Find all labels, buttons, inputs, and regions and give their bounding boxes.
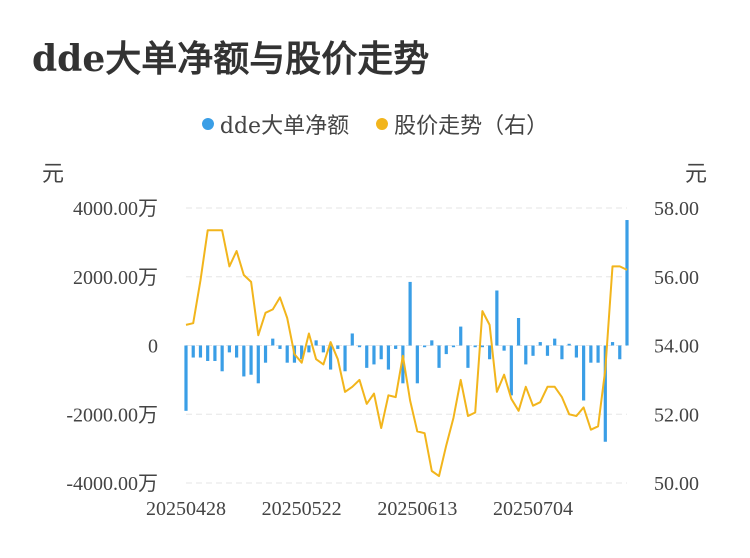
dde-bar xyxy=(321,345,325,353)
y-right-tick-label: 56.00 xyxy=(654,267,699,289)
legend-item-dde[interactable]: dde大单净额 xyxy=(201,108,350,140)
legend-label-price: 股价走势（右） xyxy=(394,114,549,139)
y-right-tick-label: 50.00 xyxy=(654,473,699,495)
dde-bar xyxy=(328,345,333,370)
dde-bar xyxy=(213,345,217,361)
dde-bar xyxy=(488,345,492,360)
price-line xyxy=(185,229,628,478)
dde-bar xyxy=(300,345,304,360)
legend: dde大单净额 股价走势（右） xyxy=(0,108,750,140)
y-right-tick-label: 54.00 xyxy=(654,336,699,358)
dde-bar xyxy=(285,345,289,363)
dde-bar xyxy=(618,345,622,360)
dde-bar xyxy=(191,345,195,358)
x-tick-label: 20250522 xyxy=(262,498,342,520)
dde-bar xyxy=(603,345,607,442)
dde-bar xyxy=(271,338,275,346)
dde-bar xyxy=(444,345,448,355)
dde-bar xyxy=(553,338,557,346)
dde-bar xyxy=(307,345,311,353)
y-right-tick-label: 52.00 xyxy=(654,404,699,426)
right-axis-unit: 元 xyxy=(685,162,708,187)
dde-bar xyxy=(278,345,282,349)
dde-bar xyxy=(524,345,528,365)
dde-bar xyxy=(509,345,513,396)
dde-bar xyxy=(625,220,629,346)
dde-bar xyxy=(451,345,456,348)
dde-bar xyxy=(249,345,253,375)
dde-bar xyxy=(357,345,362,348)
dde-bar xyxy=(480,345,485,348)
x-tick-label: 20250613 xyxy=(377,498,457,520)
legend-label-dde: dde大单净额 xyxy=(219,114,350,139)
dde-bar xyxy=(336,345,340,349)
dde-bar xyxy=(263,345,268,363)
dde-bar xyxy=(415,345,419,384)
dde-bar xyxy=(422,345,427,348)
y-left-tick-label: -2000.00万 xyxy=(66,404,158,426)
dde-bar xyxy=(227,345,231,353)
dde-bar xyxy=(610,342,615,346)
dde-bar xyxy=(589,345,593,363)
dde-bar xyxy=(531,345,535,356)
dde-bar xyxy=(516,318,521,346)
y-left-tick-label: 0 xyxy=(148,336,158,358)
dde-bar xyxy=(560,345,564,360)
dde-bar xyxy=(502,345,506,351)
dde-bar xyxy=(256,345,260,384)
dde-bar xyxy=(386,345,391,370)
dde-bar xyxy=(430,340,434,346)
y-left-tick-label: 2000.00万 xyxy=(73,267,158,289)
legend-dot-price xyxy=(376,118,389,130)
dde-bar xyxy=(574,345,578,358)
dde-bar xyxy=(206,345,210,361)
dde-bar xyxy=(408,281,412,346)
dde-bar xyxy=(582,345,586,401)
dde-bar xyxy=(495,290,499,346)
chart-title: dde大单净额与股价走势 xyxy=(32,38,430,80)
legend-dot-dde xyxy=(201,118,214,130)
dde-bar xyxy=(242,345,246,377)
y-left-tick-label: 4000.00万 xyxy=(73,198,158,220)
dde-bar xyxy=(437,345,441,368)
y-left-tick-label: -4000.00万 xyxy=(66,473,158,495)
x-tick-label: 20250428 xyxy=(146,498,226,520)
dde-bar xyxy=(567,343,571,346)
x-tick-label: 20250704 xyxy=(493,498,573,520)
dde-bar xyxy=(596,345,600,363)
dde-bar xyxy=(235,345,239,358)
y-right-tick-label: 58.00 xyxy=(654,198,699,220)
dde-bar xyxy=(372,345,376,365)
dde-bar xyxy=(184,345,188,411)
dde-bar xyxy=(365,345,369,368)
left-axis-unit: 元 xyxy=(42,162,65,187)
dde-bar xyxy=(538,342,542,346)
dde-bar xyxy=(343,345,347,372)
dde-bar xyxy=(466,345,470,368)
dde-bar xyxy=(350,333,354,346)
dde-bar xyxy=(459,326,463,346)
dde-bar xyxy=(394,345,398,349)
dde-bar xyxy=(314,340,318,346)
dde-bar xyxy=(473,345,477,348)
dde-bar xyxy=(379,345,383,360)
dde-bar xyxy=(545,345,550,356)
dde-bar xyxy=(401,345,405,384)
dde-bar xyxy=(220,345,224,372)
dde-bar xyxy=(198,345,203,358)
legend-item-price[interactable]: 股价走势（右） xyxy=(376,108,548,140)
